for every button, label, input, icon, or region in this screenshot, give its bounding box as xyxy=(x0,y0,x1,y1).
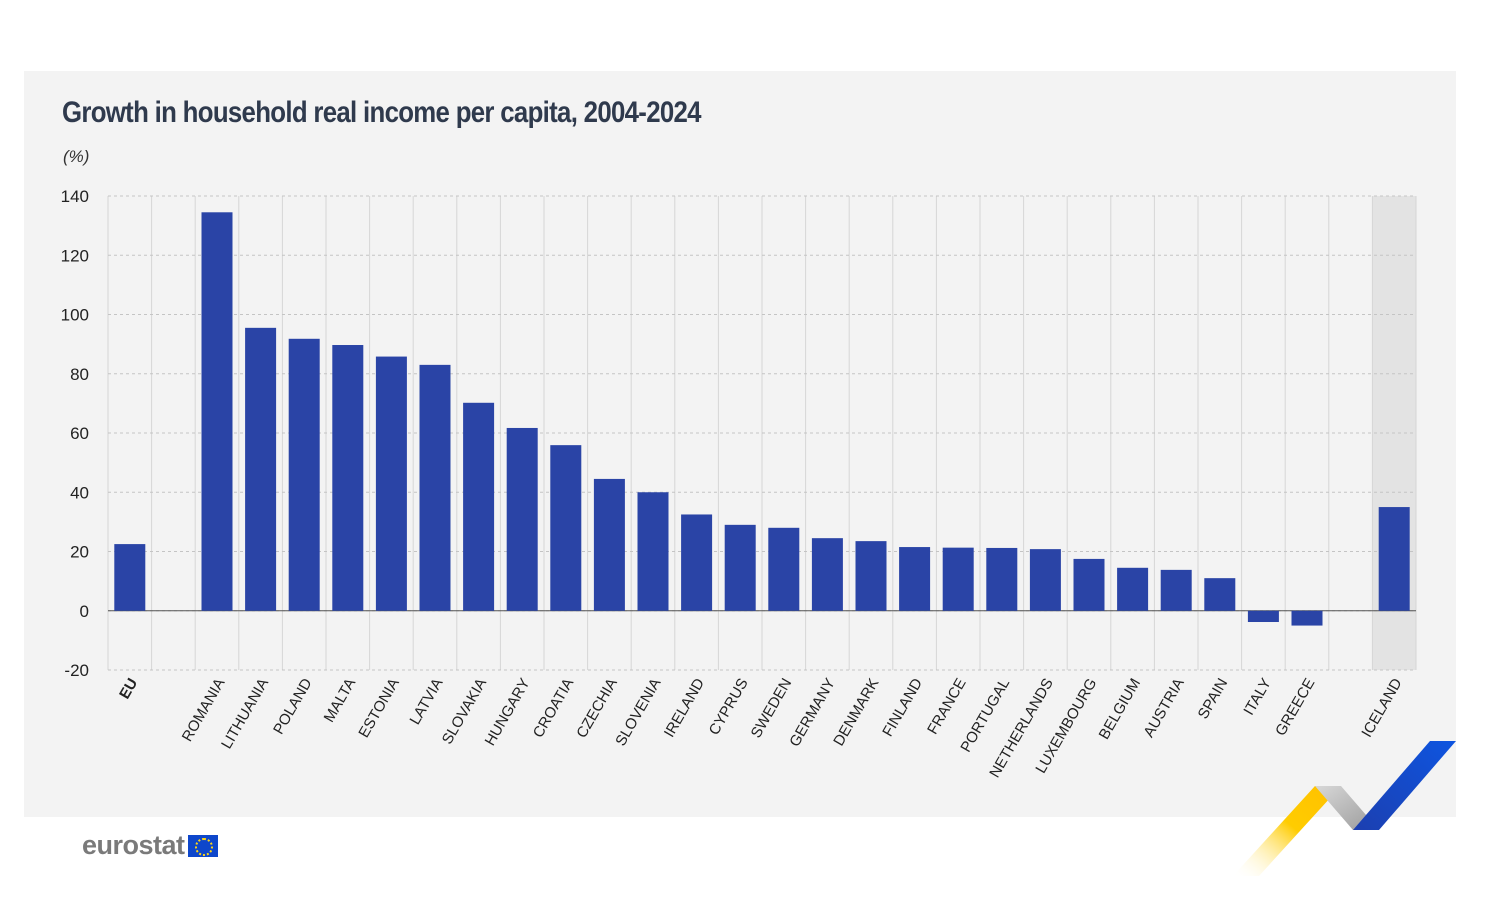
x-tick-label: DENMARK xyxy=(830,676,882,749)
bar xyxy=(1117,567,1149,611)
x-tick-label: POLAND xyxy=(270,675,316,737)
bar xyxy=(811,538,843,611)
y-tick-label: 40 xyxy=(70,483,89,502)
x-tick-label: ROMANIA xyxy=(179,676,229,745)
x-tick-label: FRANCE xyxy=(924,675,970,737)
x-tick-label: ESTONIA xyxy=(355,676,403,741)
x-tick-label: FINLAND xyxy=(879,675,926,739)
bar xyxy=(855,541,887,611)
y-tick-label: -20 xyxy=(64,661,89,680)
y-tick-label: 0 xyxy=(80,602,89,621)
brand-name: eurostat xyxy=(82,830,185,860)
x-tick-label: SPAIN xyxy=(1195,676,1232,723)
x-tick-label: CROATIA xyxy=(530,676,578,741)
eurostat-logo: eurostat xyxy=(82,830,218,861)
bar xyxy=(768,527,800,611)
x-tick-label: SLOVENIA xyxy=(612,676,664,749)
y-tick-label: 100 xyxy=(61,306,89,325)
eu-flag-icon xyxy=(187,834,218,857)
x-tick-label: AUSTRIA xyxy=(1140,676,1187,741)
bar xyxy=(419,364,451,611)
bar xyxy=(332,345,364,611)
bar xyxy=(550,445,582,611)
x-tick-label: ITALY xyxy=(1240,676,1274,719)
bar xyxy=(245,327,277,611)
bar xyxy=(375,356,407,611)
x-tick-label: SWEDEN xyxy=(748,676,796,742)
x-tick-label: LATVIA xyxy=(406,676,446,728)
x-tick-label: HUNGARY xyxy=(482,676,534,749)
x-tick-label: CZECHIA xyxy=(573,676,621,742)
bar xyxy=(1204,578,1236,611)
unit-label: (%) xyxy=(63,147,90,166)
bar xyxy=(681,514,713,611)
x-tick-label: ICELAND xyxy=(1358,675,1405,740)
bar xyxy=(1247,610,1279,623)
x-tick-label: GREECE xyxy=(1272,676,1318,739)
y-tick-label: 60 xyxy=(70,424,89,443)
bar xyxy=(1291,610,1323,626)
bar xyxy=(637,492,669,611)
x-tick-label: SLOVAKIA xyxy=(439,676,490,748)
bar xyxy=(1160,569,1192,611)
y-tick-label: 140 xyxy=(61,187,89,206)
bar xyxy=(114,544,146,611)
y-tick-label: 120 xyxy=(61,246,89,265)
bar xyxy=(506,427,538,611)
y-tick-label: 80 xyxy=(70,365,89,384)
bar xyxy=(724,524,756,611)
decorative-ribbon-graphic xyxy=(1233,741,1456,876)
bar xyxy=(986,547,1018,611)
bar xyxy=(463,402,495,611)
x-tick-label: EU xyxy=(116,676,141,703)
bar xyxy=(899,547,931,611)
bar xyxy=(1029,549,1061,611)
y-tick-label: 20 xyxy=(70,543,89,562)
bar xyxy=(288,338,320,611)
bar xyxy=(1073,558,1105,611)
x-tick-label: IRELAND xyxy=(661,675,708,740)
x-tick-label: MALTA xyxy=(321,676,360,726)
x-tick-label: CYPRUS xyxy=(706,676,752,739)
chart-title: Growth in household real income per capi… xyxy=(62,96,702,129)
bar xyxy=(593,478,625,611)
bar xyxy=(1378,507,1410,611)
x-tick-label: BELGIUM xyxy=(1096,676,1144,743)
bar xyxy=(942,547,974,611)
bar xyxy=(201,212,233,611)
